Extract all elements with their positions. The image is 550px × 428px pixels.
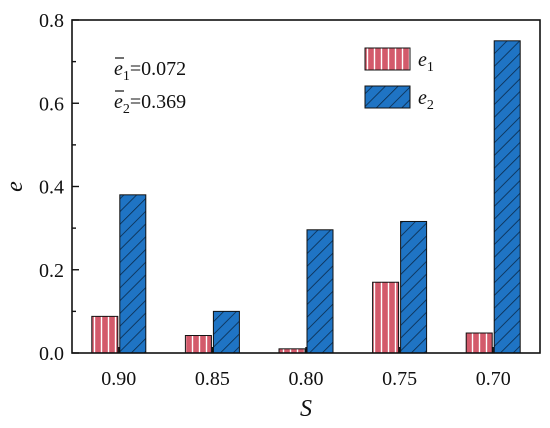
anno-value: =0.369 (130, 91, 186, 113)
y-tick-label: 0.6 (39, 93, 64, 115)
y-tick-label: 0.2 (39, 260, 64, 282)
legend-item-e2: e2 (364, 85, 434, 113)
legend-label-e1: e1 (418, 49, 434, 75)
anno-symbol: e (114, 58, 123, 80)
x-axis-title: S (300, 396, 312, 422)
mean-annotation-e2: e2=0.369 (114, 90, 186, 117)
y-axis-title: e (2, 181, 28, 192)
bars-layer (91, 40, 521, 354)
x-tick-label: 0.75 (382, 368, 417, 390)
bar-e2-0.85 (212, 310, 240, 354)
anno-subscript: 1 (123, 69, 130, 84)
mean-annotation-e1: e1=0.072 (114, 57, 186, 84)
mean-annotation-e1-text: e1=0.072 (114, 58, 186, 84)
mean-annotations: e1=0.072 e2=0.369 (114, 57, 186, 117)
legend-swatch-e2 (364, 85, 411, 109)
bar-e2-0.80 (306, 229, 334, 354)
legend-symbol: e (418, 49, 427, 71)
legend-symbol: e (418, 87, 427, 109)
anno-symbol: e (114, 91, 123, 113)
bar-e1-0.90 (91, 315, 119, 354)
bar-e2-0.70 (493, 40, 521, 354)
bar-e2-0.75 (400, 220, 428, 354)
anno-subscript: 2 (123, 102, 130, 117)
mean-annotation-e2-text: e2=0.369 (114, 91, 186, 117)
legend: e1 e2 (364, 47, 434, 113)
bar-e1-0.70 (465, 332, 493, 354)
legend-label-e2: e2 (418, 87, 434, 113)
legend-item-e1: e1 (364, 47, 434, 75)
bar-e2-0.90 (119, 194, 147, 354)
y-tick-label: 0.4 (39, 177, 64, 199)
x-tick-label: 0.90 (101, 368, 136, 390)
x-tick-label: 0.70 (476, 368, 511, 390)
anno-value: =0.072 (130, 58, 186, 80)
bar-e1-0.75 (372, 281, 400, 354)
bar-e1-0.85 (184, 335, 212, 354)
y-tick-label: 0.0 (39, 343, 64, 365)
y-tick-label: 0.8 (39, 10, 64, 32)
x-axis: 0.90 0.85 0.80 0.75 0.70 (101, 347, 511, 390)
x-tick-label: 0.80 (289, 368, 324, 390)
legend-subscript: 2 (427, 98, 434, 113)
x-tick-label: 0.85 (195, 368, 230, 390)
legend-subscript: 1 (427, 60, 434, 75)
legend-swatch-e1 (364, 47, 411, 71)
y-axis: 0.0 0.2 0.4 0.6 0.8 (39, 10, 79, 365)
